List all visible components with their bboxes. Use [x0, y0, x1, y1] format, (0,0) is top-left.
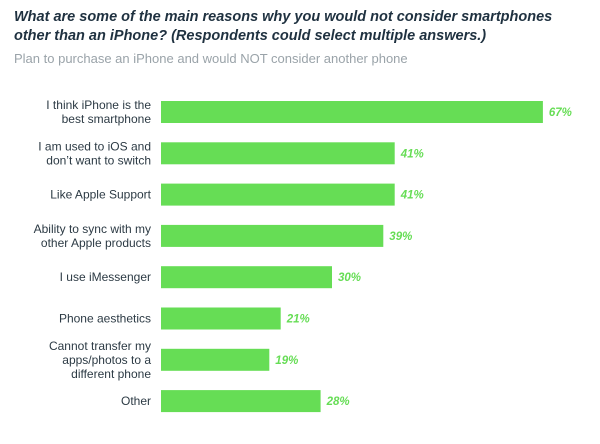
bar-1 [161, 101, 543, 123]
category-label-4: Ability to sync with my other Apple produ… [34, 222, 151, 250]
category-label-line: I think iPhone is the [46, 98, 151, 112]
category-label-2: I am used to iOS and don’t want to switch [38, 139, 151, 167]
value-label-3: 41% [400, 190, 424, 202]
category-label-7: Cannot transfer my apps/photos to a differ… [49, 339, 151, 381]
bar-8 [161, 390, 321, 413]
category-label-line: different phone [71, 367, 151, 381]
value-label-2: 41% [400, 148, 424, 160]
category-label-line: apps/photos to a [62, 353, 151, 367]
category-label-3: Like Apple Support [50, 188, 151, 202]
category-label-line: Phone aesthetics [59, 312, 151, 326]
category-label-8: Other [121, 394, 151, 408]
value-label-7: 19% [275, 355, 298, 367]
category-label-line: I use iMessenger [60, 270, 151, 284]
chart-subtitle: Plan to purchase an iPhone and would NOT… [14, 51, 408, 66]
value-label-1: 67% [549, 107, 572, 119]
chart-title: What are some of the main reasons why yo… [14, 9, 553, 44]
category-label-line: best smartphone [62, 112, 152, 126]
bar-3 [161, 183, 395, 206]
value-label-group: 67% 41% 41% 39% 30% 21% 19% 28% [275, 107, 572, 408]
category-label-line: Cannot transfer my [49, 339, 151, 353]
category-label-line: Other [121, 394, 151, 408]
category-label-line: I am used to iOS and [38, 139, 151, 153]
category-label-5: I use iMessenger [60, 270, 151, 284]
category-label-line: don’t want to switch [46, 153, 151, 167]
bar-6 [161, 307, 281, 330]
category-label-line: other Apple products [41, 236, 151, 250]
category-label-line: Ability to sync with my [34, 222, 151, 236]
category-label-group: I think iPhone is the best smartphone I am… [34, 98, 152, 408]
value-label-4: 39% [389, 231, 412, 243]
bar-group [161, 101, 543, 413]
category-label-line: Like Apple Support [50, 188, 151, 202]
value-label-6: 21% [286, 314, 310, 326]
bar-4 [161, 224, 384, 247]
value-label-8: 28% [326, 396, 350, 408]
value-label-5: 30% [338, 272, 361, 284]
bar-7 [161, 348, 270, 371]
category-label-1: I think iPhone is the best smartphone [46, 98, 151, 126]
bar-2 [161, 142, 395, 165]
bar-5 [161, 266, 332, 289]
category-label-6: Phone aesthetics [59, 312, 151, 326]
